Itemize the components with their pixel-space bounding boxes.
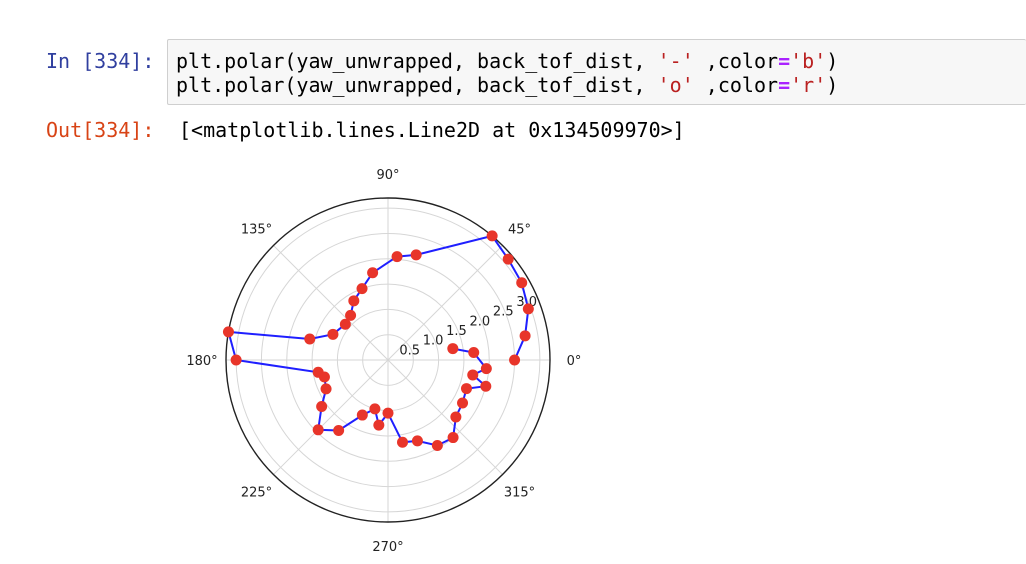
- code-string: 'r': [790, 73, 827, 97]
- data-point: [460, 383, 472, 395]
- data-point: [502, 253, 514, 265]
- data-point: [486, 230, 498, 242]
- data-point: [382, 407, 394, 419]
- data-point: [397, 436, 409, 448]
- radial-tick-label: 1.0: [423, 334, 444, 349]
- code-operator: =: [778, 73, 791, 97]
- code-text: plt.polar(yaw_unwrapped, back_tof_dist,: [176, 73, 658, 97]
- angular-gridline: [387, 245, 503, 361]
- output-text: [<matplotlib.lines.Line2D at 0x134509970…: [179, 118, 685, 142]
- data-point: [304, 333, 316, 345]
- code-string: '-': [657, 49, 694, 73]
- data-point: [318, 371, 330, 383]
- data-point: [480, 363, 492, 375]
- data-point: [509, 354, 521, 366]
- data-point: [410, 249, 422, 261]
- data-point: [522, 303, 534, 315]
- data-point: [373, 419, 385, 431]
- angular-gridline: [387, 359, 503, 475]
- input-prompt: In [334]:: [46, 49, 155, 73]
- code-line-2: plt.polar(yaw_unwrapped, back_tof_dist, …: [176, 73, 838, 97]
- angle-tick-label: 0°: [567, 354, 582, 369]
- radial-tick-label: 1.5: [446, 324, 467, 339]
- data-point: [450, 411, 462, 423]
- radial-tick-label: 2.0: [470, 314, 491, 329]
- code-string: 'b': [790, 49, 827, 73]
- radial-tick-label: 2.5: [493, 305, 514, 320]
- angle-tick-label: 270°: [372, 540, 403, 555]
- angle-tick-label: 90°: [376, 168, 399, 183]
- data-point: [367, 267, 379, 279]
- code-line-1: plt.polar(yaw_unwrapped, back_tof_dist, …: [176, 49, 838, 73]
- code-string: 'o': [657, 73, 694, 97]
- data-point: [348, 295, 360, 307]
- data-point: [356, 283, 368, 295]
- data-point: [467, 369, 479, 381]
- angle-tick-label: 315°: [504, 486, 535, 501]
- data-point: [222, 326, 234, 338]
- polar-frame: [225, 197, 551, 523]
- code-input-area[interactable]: plt.polar(yaw_unwrapped, back_tof_dist, …: [167, 39, 1026, 105]
- angle-tick-label: 135°: [241, 222, 272, 237]
- code-text: ): [826, 49, 839, 73]
- data-point: [447, 343, 459, 355]
- polar-chart: 0° 45° 90° 135° 180° 225° 270° 315° 0.51.01.52.0…: [186, 168, 582, 555]
- data-point: [312, 424, 324, 436]
- data-point: [457, 397, 469, 409]
- data-point: [316, 400, 328, 412]
- data-point: [411, 435, 423, 447]
- data-point: [345, 309, 357, 321]
- code-text: ): [826, 73, 839, 97]
- angular-gridline: [273, 359, 389, 475]
- data-point: [320, 383, 332, 395]
- data-point: [369, 403, 381, 415]
- data-point: [333, 424, 345, 436]
- code-text: plt.polar(yaw_unwrapped, back_tof_dist,: [176, 49, 658, 73]
- code-operator: =: [778, 49, 791, 73]
- data-point: [480, 380, 492, 392]
- data-point: [447, 432, 459, 444]
- angular-gridline: [273, 245, 389, 361]
- data-point: [230, 354, 242, 366]
- data-point: [431, 439, 443, 451]
- data-point: [339, 318, 351, 330]
- data-point: [519, 330, 531, 342]
- angle-tick-label: 45°: [508, 222, 531, 237]
- code-editor[interactable]: plt.polar(yaw_unwrapped, back_tof_dist, …: [176, 49, 838, 97]
- output-prompt: Out[334]:: [46, 118, 155, 142]
- data-point: [516, 277, 528, 289]
- angle-tick-label: 180°: [186, 354, 217, 369]
- data-point: [327, 328, 339, 340]
- data-point: [391, 251, 403, 263]
- data-point: [468, 346, 480, 358]
- code-text: ,color: [693, 49, 779, 73]
- angle-tick-label: 225°: [241, 486, 272, 501]
- radial-tick-label: 0.5: [399, 343, 420, 358]
- data-point: [356, 409, 368, 421]
- code-text: ,color: [693, 73, 779, 97]
